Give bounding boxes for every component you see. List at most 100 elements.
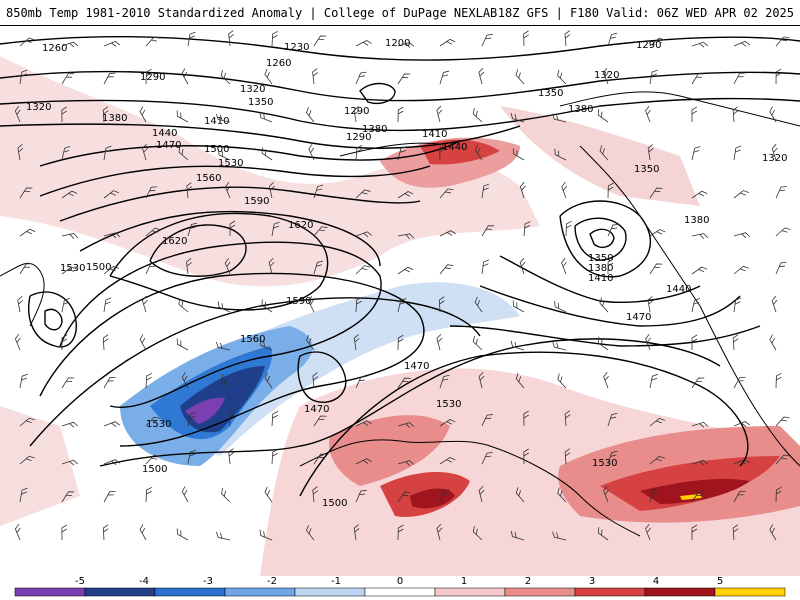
wind-barb [481,414,493,427]
wind-barb [19,373,28,389]
wind-barb [557,487,567,503]
wind-barb [439,374,450,389]
wind-barb [472,336,483,351]
wind-barb [187,449,196,465]
wind-barb [599,145,609,161]
colorbar-tick-label: -5 [75,576,85,587]
wind-barb [691,233,708,239]
wind-barb [17,296,24,313]
wind-barb [478,485,485,503]
contour-label: 1500 [86,262,111,273]
wind-barb [513,148,525,161]
wind-barb [436,523,443,541]
contour-label: 1320 [594,70,619,81]
wind-barb [481,452,493,465]
wind-barb [218,149,231,161]
wind-barb [103,490,116,503]
colorbar-tick-label: -2 [267,576,277,587]
wind-barb [691,266,708,275]
contour-label: 1350 [248,97,273,108]
wind-barb [481,34,493,47]
wind-barb [268,257,275,275]
wind-barb [599,297,609,313]
wind-barb [775,261,787,275]
wind-barb [397,491,411,503]
wind-barb [271,30,279,47]
contour-label: 1200 [385,38,410,49]
wind-barb [313,35,327,47]
wind-barb [19,37,35,47]
wind-barb [268,181,275,199]
contour-label: 1290 [344,106,369,117]
wind-barb [19,228,36,237]
colorbar-tick-label: 4 [652,576,660,587]
contour-label: 1350 [588,253,613,264]
wind-barb [313,226,328,237]
wind-barb [312,486,319,503]
wind-barb [61,190,78,199]
contour-label: 1350 [634,164,659,175]
contour-label: 1620 [288,220,313,231]
contour-label: 1440 [442,142,467,153]
wind-barb [221,487,231,503]
wind-barb [313,184,324,199]
wind-barb [176,338,189,351]
contour-label: 1260 [266,58,291,69]
wind-barb [769,334,777,351]
wind-barb [554,148,567,161]
wind-barb [61,106,68,123]
wind-barb [181,372,189,389]
wind-barb [512,300,525,313]
wind-barb [264,68,273,85]
contour-label: 1410 [204,116,229,127]
colorbar-tick-label: 3 [588,576,596,587]
wind-barb [597,337,609,351]
wind-barb [145,486,152,503]
wind-barb [19,487,28,503]
wind-barb [178,146,189,161]
wind-barb [607,223,619,237]
wind-barb [355,420,372,427]
wind-barb [439,419,456,427]
contour-label: 1320 [240,84,265,95]
wind-barb [103,145,112,161]
colorbar-blocks [14,587,786,597]
colorbar-swatch [84,587,156,597]
wind-barb [355,189,371,199]
wind-barb [691,421,709,428]
wind-barb [224,258,231,275]
wind-barb [355,231,373,238]
wind-barb [439,38,456,47]
wind-barb [271,449,279,465]
wind-barb [775,186,787,199]
wind-barb [603,371,609,389]
wind-barb [474,296,483,313]
wind-barb [261,299,273,313]
wind-barb [645,523,651,541]
wind-barb [145,262,157,275]
wind-barb [103,265,119,275]
wind-barb [19,263,33,275]
wind-barb [139,524,147,541]
wind-barb [397,524,404,541]
wind-barb [691,297,701,313]
colorbar-svg [14,587,786,597]
wind-barb [215,531,231,541]
product-title: 850mb Temp 1981-2010 Standardized Anomal… [6,5,498,20]
wind-barb [228,410,235,427]
wind-barb [397,298,407,313]
wind-barb [519,181,526,199]
wind-barb [102,106,109,123]
colorbar-tick-label: 1 [460,576,468,587]
wind-barb [649,187,663,199]
wind-barb [397,233,414,240]
wind-barb [19,417,35,427]
wind-barb [181,68,189,85]
wind-barb [523,448,529,465]
contour-label: 1530 [146,419,171,430]
wind-barb [771,295,778,313]
wind-barb [355,296,363,313]
wind-barb [732,334,739,351]
wind-barb [691,524,698,541]
wind-barb [355,489,367,503]
